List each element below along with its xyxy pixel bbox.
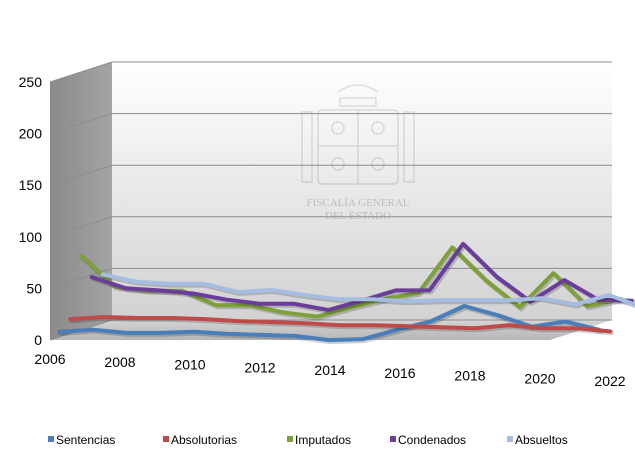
gridline [49, 319, 612, 341]
y-tick-label: 250 [19, 74, 43, 90]
x-tick-label: 2018 [454, 368, 485, 384]
gridline [49, 61, 612, 83]
series-sentencias [57, 304, 604, 345]
series-absolutorias [68, 315, 615, 336]
legend-swatch [390, 436, 396, 442]
gridline [49, 164, 612, 186]
y-tick-label: 200 [19, 126, 43, 142]
legend-swatch [507, 436, 513, 442]
x-tick-label: 2008 [104, 354, 135, 370]
x-tick-label: 2012 [244, 359, 275, 375]
legend-label: Absueltos [515, 433, 568, 447]
legend-label: Condenados [398, 433, 466, 447]
legend-label: Absolutorias [171, 433, 237, 447]
y-tick-label: 0 [34, 332, 42, 348]
series-line [68, 315, 613, 334]
x-tick-label: 2006 [34, 351, 65, 367]
watermark [301, 84, 415, 185]
x-tick-label: 2022 [594, 373, 625, 389]
legend-swatch [48, 436, 54, 442]
x-axis: 2006 2008 2010 2012 2014 2016 2018 2020 2022 [34, 351, 625, 389]
gridlines [49, 61, 612, 341]
y-axis: 0 50 100 150 200 250 [19, 74, 43, 348]
legend-swatch [163, 436, 169, 442]
series-absueltos [100, 272, 635, 309]
x-tick-label: 2016 [384, 365, 415, 381]
gridline [49, 113, 612, 135]
y-tick-label: 150 [19, 177, 43, 193]
x-tick-label: 2010 [174, 357, 205, 373]
x-tick-label: 2014 [314, 362, 345, 378]
legend-label: Sentencias [56, 433, 115, 447]
side-wall [50, 62, 112, 340]
legend-swatch [287, 436, 293, 442]
floor [50, 320, 612, 340]
back-wall [112, 62, 612, 320]
x-tick-label: 2020 [524, 370, 555, 386]
legend: Sentencias Absolutorias Imputados Condenado… [48, 433, 568, 447]
legend-label: Imputados [295, 433, 351, 447]
y-tick-label: 100 [19, 229, 43, 245]
y-tick-label: 50 [26, 280, 42, 296]
watermark-line-1: FISCALÍA GENERAL [307, 197, 410, 209]
watermark-line-2: DEL ESTADO [325, 210, 391, 222]
series-line [100, 272, 635, 307]
series-line [57, 304, 602, 343]
plot-area [57, 241, 635, 345]
gridline [49, 216, 612, 238]
